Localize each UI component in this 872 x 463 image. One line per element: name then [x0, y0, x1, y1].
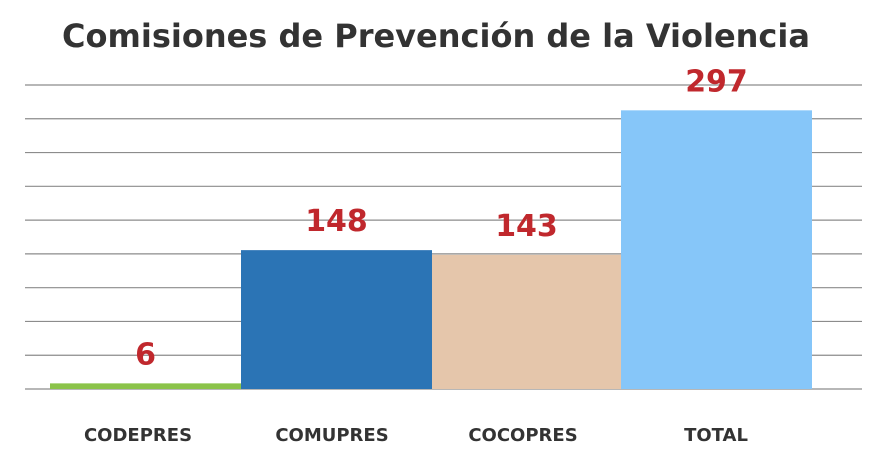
value-label-total: 297	[685, 64, 748, 99]
bar-comupres	[241, 250, 432, 389]
category-label-comupres: COMUPRES	[275, 425, 388, 446]
bar-total	[621, 110, 812, 389]
category-labels: CODEPRES COMUPRES COCOPRES TOTAL	[84, 425, 748, 446]
chart-title: Comisiones de Prevención de la Violencia	[62, 17, 810, 55]
bar-cocopres	[432, 254, 621, 389]
category-label-codepres: CODEPRES	[84, 425, 192, 446]
bar-codepres	[50, 383, 241, 389]
category-label-total: TOTAL	[684, 425, 748, 446]
value-label-codepres: 6	[135, 337, 156, 372]
gridlines	[25, 84, 862, 390]
bars	[50, 110, 812, 389]
value-labels: 6 148 143 297	[135, 64, 748, 372]
value-label-cocopres: 143	[495, 209, 558, 244]
category-label-cocopres: COCOPRES	[468, 425, 577, 446]
value-label-comupres: 148	[305, 204, 368, 239]
